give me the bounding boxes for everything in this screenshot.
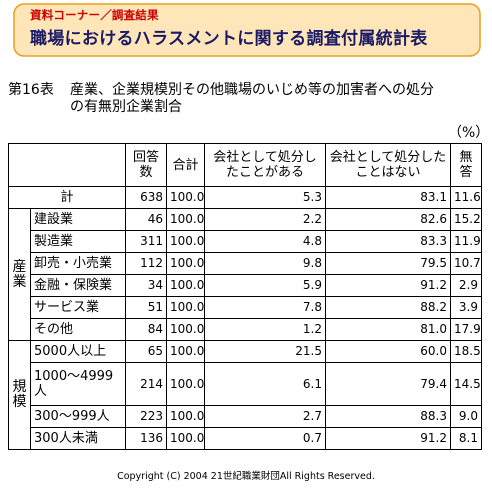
cell-not-punished: 81.0	[325, 318, 451, 341]
header-blank	[8, 143, 126, 187]
cell-punished: 1.2	[204, 318, 326, 341]
cell-no-answer: 11.6	[450, 186, 482, 209]
banner-title: 職場におけるハラスメントに関する調査付属統計表	[30, 29, 428, 49]
table-row: 産業 建設業 46 100.0 2.2 82.6 15.2	[8, 208, 482, 341]
cell-no-answer: 8.1	[450, 427, 482, 450]
group-label-text: 規模	[12, 379, 27, 410]
cell-count: 34	[125, 274, 167, 297]
cell-total: 100.0	[166, 427, 205, 450]
cell-not-punished: 88.2	[325, 296, 451, 319]
cell-not-punished: 79.5	[325, 252, 451, 275]
header-not-punished: 会社として処分したことはない	[325, 143, 451, 187]
cell-total: 100.0	[166, 405, 205, 428]
table-caption: 第16表 産業、企業規模別その他職場のいじめ等の加害者への処分 の有無別企業割合	[8, 82, 434, 116]
row-label: 金融・保険業	[30, 274, 126, 297]
cell-count: 65	[125, 340, 167, 363]
header-no-answer: 無答	[450, 143, 482, 187]
cell-not-punished: 82.6	[325, 208, 451, 231]
row-label: 卸売・小売業	[30, 252, 126, 275]
cell-not-punished: 88.3	[325, 405, 451, 428]
cell-no-answer: 3.9	[450, 296, 482, 319]
table-row: 製造業 311 100.0 4.8 83.3 11.9	[9, 230, 482, 253]
group-label: 産業	[8, 208, 31, 341]
row-label: 製造業	[30, 230, 126, 253]
header-row: 回答数 合計 会社として処分したことがある 会社として処分したことはない 無答	[8, 143, 482, 187]
cell-total: 100.0	[166, 230, 205, 253]
cell-count: 311	[125, 230, 167, 253]
header-punished: 会社として処分したことがある	[204, 143, 326, 187]
table-row: 300～999人 223 100.0 2.7 88.3 9.0	[9, 405, 482, 428]
cell-punished: 9.8	[204, 252, 326, 275]
table-row: 1000～4999人 214 100.0 6.1 79.4 14.5	[9, 362, 482, 406]
row-label: 建設業	[30, 208, 126, 231]
cell-not-punished: 79.4	[325, 362, 451, 406]
cell-not-punished: 91.2	[325, 427, 451, 450]
table-row: 卸売・小売業 112 100.0 9.8 79.5 10.7	[9, 252, 482, 275]
cell-not-punished: 60.0	[325, 340, 451, 363]
cell-punished: 2.2	[204, 208, 326, 231]
cell-no-answer: 18.5	[450, 340, 482, 363]
cell-no-answer: 14.5	[450, 362, 482, 406]
caption-line-1: 産業、企業規模別その他職場のいじめ等の加害者への処分	[70, 82, 434, 98]
table-row: 規模 5000人以上 65 100.0 21.5 60.0 18.5	[8, 340, 482, 450]
header-count: 回答数	[125, 143, 167, 187]
row-label: 1000～4999人	[30, 362, 126, 406]
cell-no-answer: 15.2	[450, 208, 482, 231]
cell-total: 100.0	[166, 296, 205, 319]
cell-count: 112	[125, 252, 167, 275]
table-row: 300人未満 136 100.0 0.7 91.2 8.1	[9, 427, 482, 450]
cell-total: 100.0	[166, 362, 205, 406]
group-label-text: 産業	[12, 258, 27, 290]
copyright-footer: Copyright (C) 2004 21世紀職業財団All Rights Re…	[117, 471, 375, 482]
cell-total: 100.0	[166, 274, 205, 297]
cell-punished: 21.5	[204, 340, 326, 363]
banner-subtitle: 資料コーナー／調査結果	[30, 8, 159, 22]
group-label: 規模	[8, 340, 31, 450]
cell-count: 84	[125, 318, 167, 341]
row-label: 300～999人	[30, 405, 126, 428]
cell-not-punished: 83.1	[325, 186, 451, 209]
cell-count: 136	[125, 427, 167, 450]
cell-punished: 2.7	[204, 405, 326, 428]
row-label: 計	[8, 186, 126, 209]
cell-no-answer: 11.9	[450, 230, 482, 253]
header-banner: 資料コーナー／調査結果 職場におけるハラスメントに関する調査付属統計表	[0, 0, 492, 62]
table-number: 第16表	[8, 82, 54, 98]
cell-no-answer: 17.9	[450, 318, 482, 341]
table-row: その他 84 100.0 1.2 81.0 17.9	[9, 318, 482, 341]
cell-total: 100.0	[166, 340, 205, 363]
cell-punished: 4.8	[204, 230, 326, 253]
cell-punished: 5.3	[204, 186, 326, 209]
unit-label: （%）	[448, 125, 490, 141]
cell-total: 100.0	[166, 208, 205, 231]
row-label: その他	[30, 318, 126, 341]
cell-total: 100.0	[166, 318, 205, 341]
cell-count: 214	[125, 362, 167, 406]
cell-punished: 0.7	[204, 427, 326, 450]
cell-no-answer: 9.0	[450, 405, 482, 428]
table-row: 金融・保険業 34 100.0 5.9 91.2 2.9	[9, 274, 482, 297]
caption-line-2: の有無別企業割合	[70, 99, 182, 115]
data-table: 回答数 合計 会社として処分したことがある 会社として処分したことはない 無答 …	[8, 143, 482, 450]
table-row: サービス業 51 100.0 7.8 88.2 3.9	[9, 296, 482, 319]
table-row-total: 計 638 100.0 5.3 83.1 11.6	[8, 186, 482, 209]
cell-count: 51	[125, 296, 167, 319]
row-label: 300人未満	[30, 427, 126, 450]
cell-not-punished: 91.2	[325, 274, 451, 297]
cell-punished: 6.1	[204, 362, 326, 406]
row-label: サービス業	[30, 296, 126, 319]
cell-punished: 7.8	[204, 296, 326, 319]
cell-no-answer: 10.7	[450, 252, 482, 275]
cell-punished: 5.9	[204, 274, 326, 297]
cell-count: 46	[125, 208, 167, 231]
banner-background	[13, 3, 481, 57]
cell-count: 638	[125, 186, 167, 209]
cell-not-punished: 83.3	[325, 230, 451, 253]
cell-count: 223	[125, 405, 167, 428]
row-label: 5000人以上	[30, 340, 126, 363]
cell-no-answer: 2.9	[450, 274, 482, 297]
header-total: 合計	[166, 143, 205, 187]
cell-total: 100.0	[166, 186, 205, 209]
cell-total: 100.0	[166, 252, 205, 275]
